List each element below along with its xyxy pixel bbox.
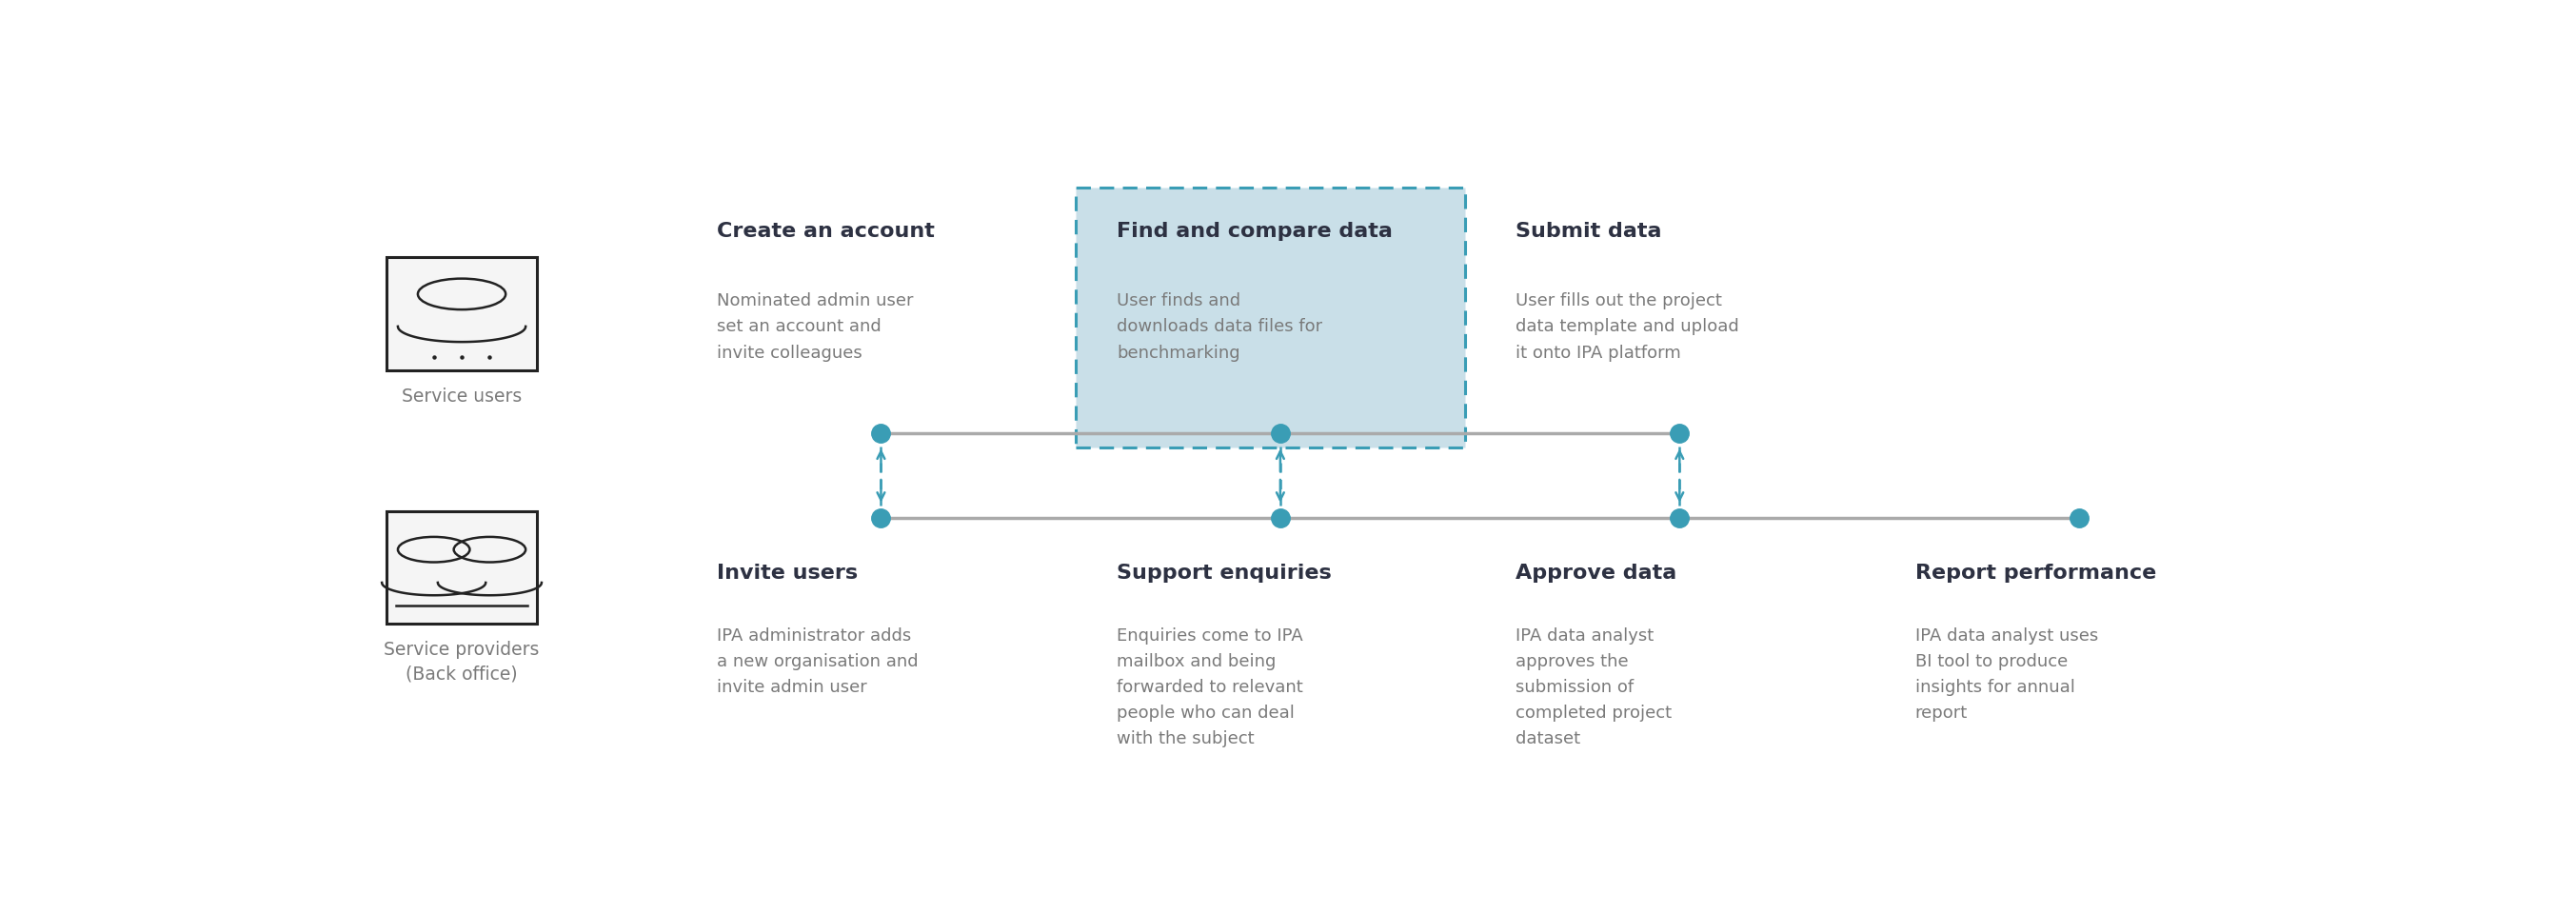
Text: User fills out the project
data template and upload
it onto IPA platform: User fills out the project data template…	[1515, 292, 1739, 361]
Text: Submit data: Submit data	[1515, 222, 1662, 241]
Text: IPA data analyst uses
BI tool to produce
insights for annual
report: IPA data analyst uses BI tool to produce…	[1914, 627, 2097, 721]
Text: Service providers
(Back office): Service providers (Back office)	[384, 641, 538, 683]
Text: Enquiries come to IPA
mailbox and being
forwarded to relevant
people who can dea: Enquiries come to IPA mailbox and being …	[1115, 627, 1303, 748]
Text: Create an account: Create an account	[716, 222, 935, 241]
Text: User finds and
downloads data files for
benchmarking: User finds and downloads data files for …	[1115, 292, 1321, 361]
Text: IPA administrator adds
a new organisation and
invite admin user: IPA administrator adds a new organisatio…	[716, 627, 920, 696]
Text: Find and compare data: Find and compare data	[1115, 222, 1394, 241]
FancyBboxPatch shape	[386, 511, 536, 623]
FancyBboxPatch shape	[1077, 187, 1466, 448]
Text: Support enquiries: Support enquiries	[1115, 564, 1332, 582]
Text: Approve data: Approve data	[1515, 564, 1677, 582]
Text: IPA data analyst
approves the
submission of
completed project
dataset: IPA data analyst approves the submission…	[1515, 627, 1672, 748]
FancyBboxPatch shape	[386, 258, 536, 370]
Text: Service users: Service users	[402, 388, 523, 406]
Text: Invite users: Invite users	[716, 564, 858, 582]
Text: Report performance: Report performance	[1914, 564, 2156, 582]
Text: Nominated admin user
set an account and
invite colleagues: Nominated admin user set an account and …	[716, 292, 914, 361]
